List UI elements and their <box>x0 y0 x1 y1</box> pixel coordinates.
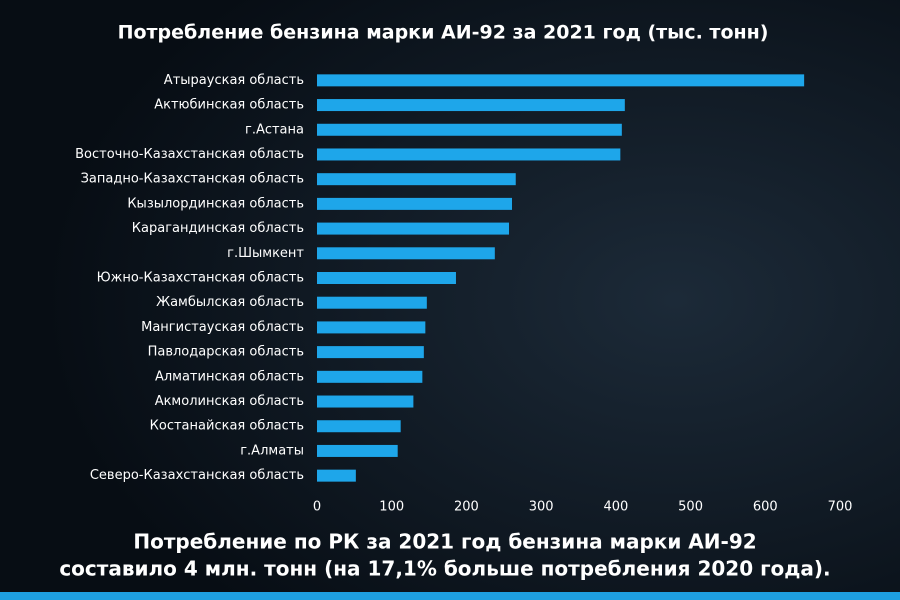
bar <box>317 420 401 433</box>
bar <box>317 173 516 186</box>
y-tick-label: Южно-Казахстанская область <box>97 271 304 286</box>
x-tick-label: 700 <box>828 500 853 515</box>
bar <box>317 197 513 210</box>
y-tick-label: Мангистауская область <box>141 320 304 335</box>
bar <box>317 74 805 87</box>
y-tick-label: Костанайская область <box>150 419 304 434</box>
bar <box>317 444 398 457</box>
y-tick-label: Северо-Казахстанская область <box>90 468 304 483</box>
x-tick-label: 600 <box>753 500 778 515</box>
bar <box>317 272 456 284</box>
bar <box>317 222 510 235</box>
y-tick-label: Восточно-Казахстанская область <box>75 147 304 162</box>
y-tick-label: г.Шымкент <box>227 246 304 261</box>
note: Потребление по РК за 2021 год бензина ма… <box>133 530 756 554</box>
note: составило 4 млн. тонн (на 17,1% больше п… <box>59 557 830 581</box>
y-tick-label: г.Алматы <box>240 443 304 458</box>
bar <box>317 247 495 260</box>
x-tick-label: 200 <box>454 500 479 515</box>
x-tick-label: 100 <box>379 500 404 515</box>
bar <box>317 148 621 161</box>
bar <box>317 469 356 482</box>
y-tick-label: Актюбинская область <box>154 98 304 113</box>
x-tick-label: 400 <box>603 500 628 515</box>
chart-title: Потребление бензина марки АИ-92 за 2021 … <box>118 22 769 44</box>
x-tick-label: 0 <box>313 500 321 515</box>
y-tick-label: Атырауская область <box>164 73 304 88</box>
bar <box>317 296 427 309</box>
y-tick-label: Алматинская область <box>155 369 304 384</box>
bar <box>317 321 426 334</box>
y-tick-label: Акмолинская область <box>155 394 304 409</box>
bottom-strip <box>0 592 900 600</box>
y-tick-label: Павлодарская область <box>148 345 304 360</box>
y-tick-label: Кызылординская область <box>127 196 304 211</box>
y-tick-label: г.Астана <box>245 122 304 137</box>
y-tick-label: Западно-Казахстанская область <box>81 172 304 187</box>
bar <box>317 395 414 408</box>
bar <box>317 346 424 359</box>
bar <box>317 123 622 136</box>
x-tick-label: 500 <box>678 500 703 515</box>
y-tick-label: Карагандинская область <box>132 221 304 236</box>
bar <box>317 99 625 112</box>
x-tick-label: 300 <box>529 500 554 515</box>
y-tick-label: Жамбылская область <box>156 295 304 310</box>
bar <box>317 370 423 383</box>
